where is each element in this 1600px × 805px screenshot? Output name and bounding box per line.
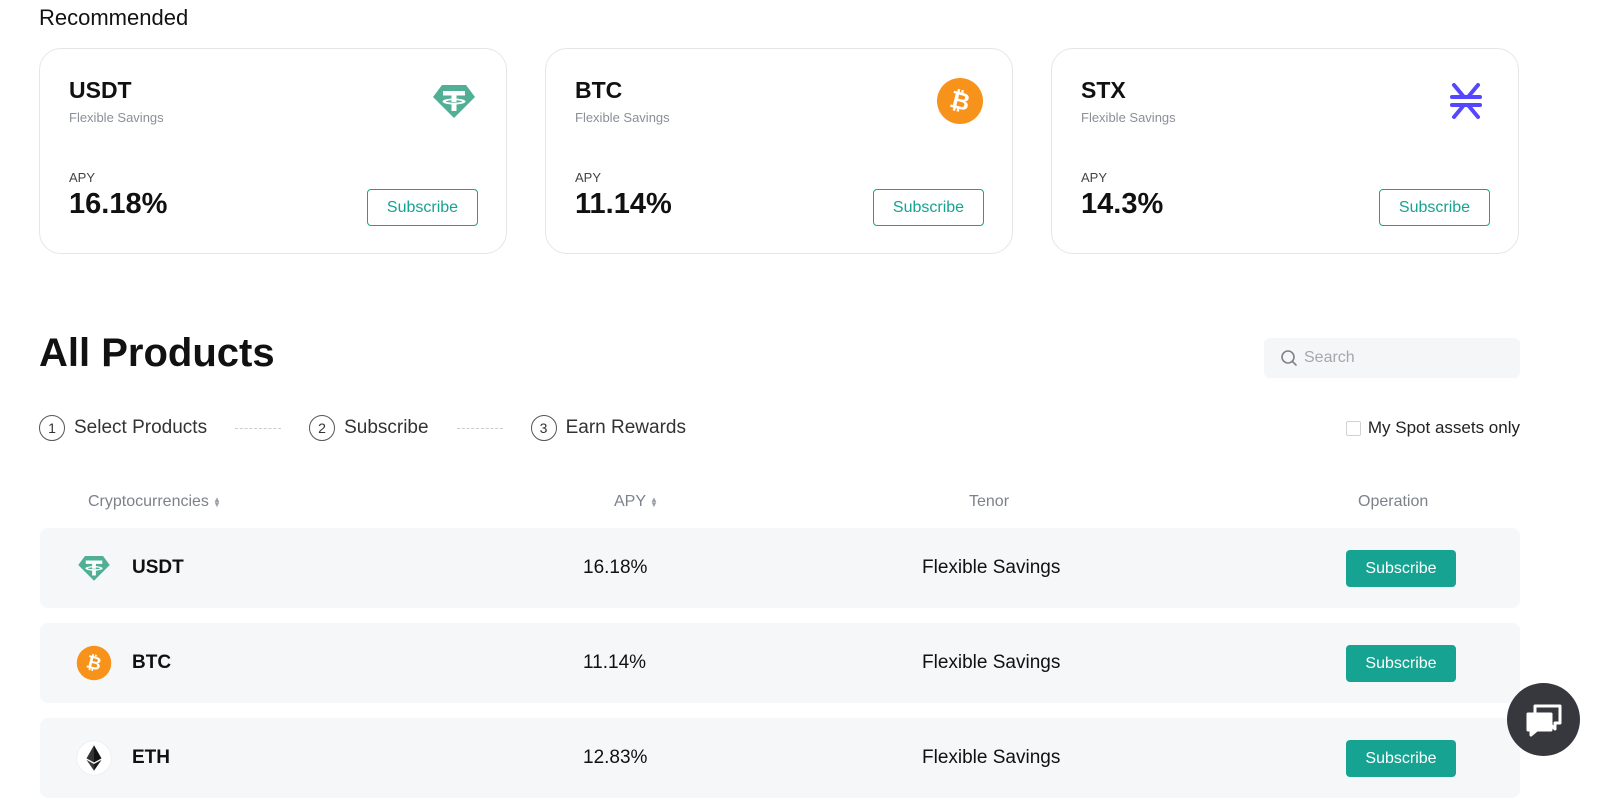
card-apy-label: APY <box>1081 170 1108 185</box>
stacks-icon <box>1450 83 1482 119</box>
subscribe-button[interactable]: Subscribe <box>1346 740 1456 777</box>
card-symbol: BTC <box>575 77 623 103</box>
spot-assets-filter[interactable]: My Spot assets only <box>1345 418 1520 438</box>
card-savings-type: Flexible Savings <box>69 110 164 125</box>
search-box[interactable] <box>1264 338 1520 378</box>
table-row[interactable]: USDT 16.18% Flexible Savings Subscribe <box>40 528 1520 608</box>
sort-icon[interactable]: ▲ ▼ <box>650 495 658 509</box>
card-apy-value: 11.14% <box>575 188 672 220</box>
subscribe-button[interactable]: Subscribe <box>873 189 984 226</box>
row-tenor: Flexible Savings <box>922 557 1061 578</box>
spot-assets-checkbox[interactable] <box>1345 420 1361 436</box>
recommended-card-stx[interactable]: STX Flexible Savings APY 14.3% Subscribe <box>1051 48 1519 254</box>
row-symbol: BTC <box>132 652 172 673</box>
step-label: Earn Rewards <box>565 417 686 438</box>
subscribe-button[interactable]: Subscribe <box>367 189 478 226</box>
table-header: Cryptocurrencies ▲ ▼ APY ▲ ▼ Tenor Operati… <box>0 493 1600 513</box>
sort-icon[interactable]: ▲ ▼ <box>212 495 221 509</box>
table-row[interactable]: ETH 12.83% Flexible Savings Subscribe <box>40 718 1520 798</box>
row-tenor: Flexible Savings <box>922 652 1061 673</box>
recommended-card-btc[interactable]: BTC Flexible Savings ₿ APY 11.14% Subscr… <box>545 48 1013 254</box>
subscribe-button[interactable]: Subscribe <box>1346 645 1456 682</box>
column-label: Tenor <box>969 493 1010 510</box>
card-apy-value: 16.18% <box>69 188 168 220</box>
all-products-title: All Products <box>39 331 275 375</box>
card-apy-value: 14.3% <box>1081 188 1164 220</box>
step-number: 1 <box>39 415 65 441</box>
chat-icon <box>1526 704 1561 736</box>
card-savings-type: Flexible Savings <box>575 110 670 125</box>
bitcoin-icon: ₿ <box>76 645 112 681</box>
column-tenor: Tenor <box>969 493 1009 511</box>
column-cryptocurrencies[interactable]: Cryptocurrencies ▲ ▼ <box>88 493 221 511</box>
search-icon <box>1281 350 1297 366</box>
chat-support-button[interactable] <box>1507 683 1580 756</box>
subscribe-button[interactable]: Subscribe <box>1379 189 1490 226</box>
search-input[interactable] <box>1304 349 1514 367</box>
recommended-card-usdt[interactable]: USDT Flexible Savings APY 16.18% Subscri… <box>39 48 507 254</box>
svg-text:₿: ₿ <box>84 652 103 676</box>
row-tenor: Flexible Savings <box>922 747 1061 768</box>
column-label: Cryptocurrencies <box>88 493 209 510</box>
step-number: 2 <box>309 415 336 441</box>
steps-indicator: 1 Select Products 2 Subscribe 3 Earn Rew… <box>39 415 686 441</box>
table-row[interactable]: ₿ BTC 11.14% Flexible Savings Subscribe <box>40 623 1520 703</box>
step-earn-rewards: 3 Earn Rewards <box>530 415 686 441</box>
spot-assets-label: My Spot assets only <box>1367 418 1520 437</box>
ethereum-icon <box>76 740 112 776</box>
bitcoin-icon: ₿ <box>937 78 983 124</box>
step-select-products: 1 Select Products <box>39 415 207 441</box>
row-apy: 11.14% <box>583 652 647 673</box>
subscribe-button[interactable]: Subscribe <box>1346 550 1456 587</box>
step-label: Select Products <box>74 417 208 438</box>
card-apy-label: APY <box>575 170 602 185</box>
card-apy-label: APY <box>69 170 96 185</box>
step-number: 3 <box>530 415 557 441</box>
row-symbol: ETH <box>132 747 170 768</box>
tether-icon <box>78 556 110 581</box>
row-apy: 12.83% <box>583 747 648 768</box>
card-symbol: STX <box>1081 77 1126 103</box>
recommended-cards: USDT Flexible Savings APY 16.18% Subscri… <box>39 48 1519 254</box>
row-symbol: USDT <box>132 557 184 578</box>
recommended-title: Recommended <box>39 5 189 30</box>
column-apy[interactable]: APY ▲ ▼ <box>614 493 658 511</box>
card-symbol: USDT <box>69 77 132 103</box>
row-apy: 16.18% <box>583 557 648 578</box>
step-divider <box>456 427 503 429</box>
column-operation: Operation <box>1358 493 1428 511</box>
column-label: APY <box>614 493 647 510</box>
tether-icon <box>433 85 475 118</box>
step-subscribe: 2 Subscribe <box>309 415 429 441</box>
step-label: Subscribe <box>344 417 429 438</box>
card-savings-type: Flexible Savings <box>1081 110 1176 125</box>
step-divider <box>235 427 282 429</box>
column-label: Operation <box>1358 493 1429 510</box>
